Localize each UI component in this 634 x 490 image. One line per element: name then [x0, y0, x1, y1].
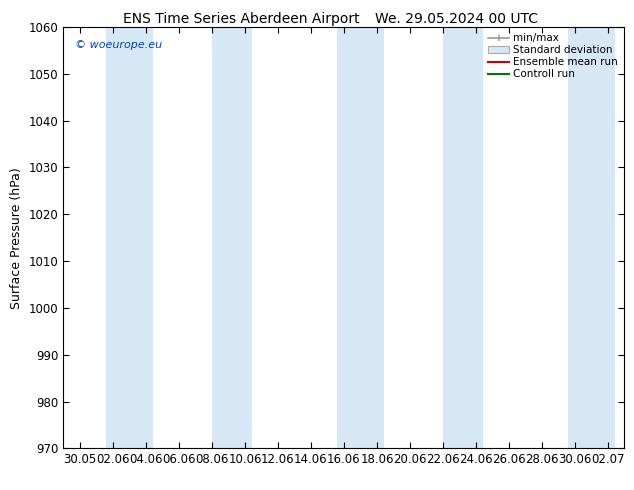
Y-axis label: Surface Pressure (hPa): Surface Pressure (hPa)	[10, 167, 23, 309]
Bar	[569, 27, 614, 448]
Legend: min/max, Standard deviation, Ensemble mean run, Controll run: min/max, Standard deviation, Ensemble me…	[486, 30, 621, 83]
Text: © woeurope.eu: © woeurope.eu	[75, 40, 162, 49]
Text: We. 29.05.2024 00 UTC: We. 29.05.2024 00 UTC	[375, 12, 538, 26]
Bar	[337, 27, 384, 448]
Bar	[107, 27, 153, 448]
Text: ENS Time Series Aberdeen Airport: ENS Time Series Aberdeen Airport	[122, 12, 359, 26]
Bar	[212, 27, 252, 448]
Bar	[443, 27, 482, 448]
